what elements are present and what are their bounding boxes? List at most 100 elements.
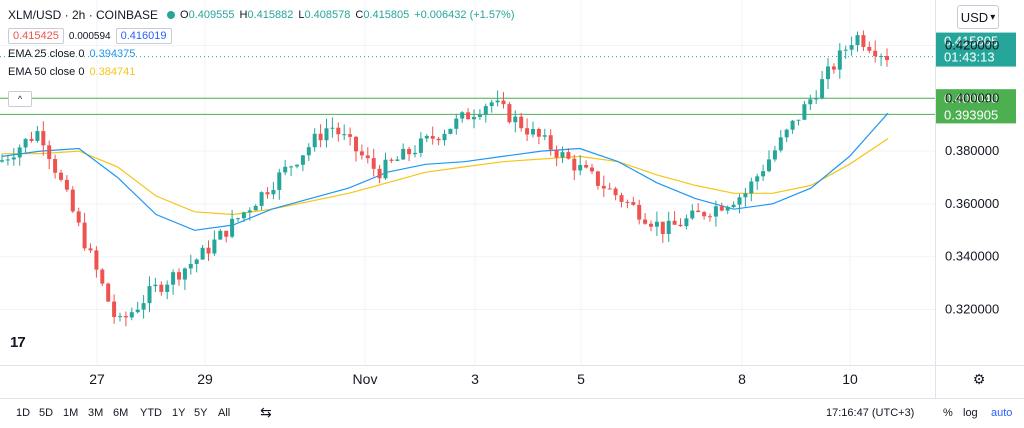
collapse-legend-button[interactable]: ^: [8, 91, 32, 107]
bottom-toolbar: 1D 5D 1M 3M 6M YTD 1Y 5Y All ⇆ 17:16:47 (UTC+3) …: [0, 398, 1024, 428]
candle-body: [489, 102, 494, 107]
range-button-3m[interactable]: 3M: [88, 407, 104, 419]
candle-body: [224, 230, 229, 237]
candle-body: [678, 224, 683, 227]
candle-body: [342, 134, 347, 136]
candle-body: [861, 35, 866, 47]
candle-body: [654, 221, 659, 227]
range-button-5d[interactable]: 5D: [39, 407, 54, 419]
candle-body: [348, 134, 353, 137]
candle-body: [430, 135, 435, 139]
open-label: O: [180, 9, 189, 21]
candle-body: [413, 152, 417, 155]
range-button-1m[interactable]: 1M: [63, 407, 79, 419]
range-button-1y[interactable]: 1Y: [172, 407, 186, 419]
price-axis[interactable]: 0.320000 0.340000 0.360000 0.380000 0.400000…: [0, 0, 1024, 398]
x-tick-label: 10: [842, 371, 858, 387]
range-button-5y[interactable]: 5Y: [194, 407, 208, 419]
candle-body: [247, 210, 252, 213]
hline-price-label: 0.393905: [944, 107, 998, 122]
candle-body: [778, 137, 783, 151]
y-tick-label: 0.400000: [945, 90, 999, 105]
log-toggle[interactable]: log: [963, 407, 978, 419]
candle-body: [64, 179, 69, 190]
candle-body: [188, 263, 193, 269]
candle-body: [566, 152, 571, 159]
candle-body: [295, 164, 299, 167]
candle-body: [324, 128, 329, 141]
candle-body: [802, 104, 807, 120]
settings-icon: ⚙: [973, 372, 986, 388]
ema50-legend[interactable]: EMA 50 close 0 0.384741: [8, 63, 520, 81]
candle-body: [814, 98, 819, 100]
x-tick-label: Nov: [353, 371, 378, 387]
candle-body: [200, 247, 205, 260]
candle-body: [59, 172, 63, 180]
candle-body: [843, 49, 848, 51]
currency-select[interactable]: USD ▾: [957, 5, 999, 29]
percent-toggle[interactable]: %: [943, 407, 953, 419]
candle-body: [637, 204, 642, 220]
range-button-all[interactable]: All: [218, 407, 231, 419]
chevron-down-icon: ▾: [990, 11, 996, 23]
range-button-6m[interactable]: 6M: [113, 407, 129, 419]
candle-body: [395, 159, 400, 161]
candle-body: [259, 192, 264, 206]
candle-body: [531, 128, 535, 135]
candle-body: [578, 165, 583, 171]
candle-body: [808, 99, 813, 105]
candles[interactable]: [0, 30, 889, 327]
buy-price-button[interactable]: 0.416019: [115, 28, 172, 44]
candle-body: [796, 119, 801, 121]
candle-body: [837, 50, 842, 70]
candle-body: [607, 188, 612, 190]
ema25-label[interactable]: EMA 25 close 0: [8, 48, 85, 60]
candle-body: [460, 112, 465, 119]
candle-body: [330, 127, 335, 129]
market-open-dot-icon: [167, 11, 176, 19]
symbol-title[interactable]: XLM/USD · 2h · COINBASE: [8, 8, 159, 22]
candle-body: [123, 316, 128, 318]
tradingview-logo-icon[interactable]: 17: [10, 334, 26, 351]
candle-body: [507, 104, 512, 123]
candle-body: [731, 204, 736, 207]
hline-price-label: 0.400040: [944, 91, 998, 106]
candle-body: [684, 218, 689, 227]
ema50-label[interactable]: EMA 50 close 0: [8, 66, 85, 78]
y-tick-label: 0.320000: [945, 302, 999, 317]
candle-body: [365, 155, 370, 159]
candle-body: [336, 127, 341, 135]
range-button-1d[interactable]: 1D: [16, 407, 31, 419]
candle-body: [666, 220, 671, 234]
ema25-legend[interactable]: EMA 25 close 0 0.394375: [8, 45, 520, 63]
range-button-ytd[interactable]: YTD: [140, 407, 162, 419]
low-value: 0.408578: [304, 9, 351, 21]
candle-body: [354, 136, 358, 152]
candle-body: [171, 272, 176, 285]
bid-ask-row: 0.415425 0.000594 0.416019: [8, 27, 520, 45]
candle-body: [76, 211, 81, 223]
candle-body: [743, 193, 748, 198]
candle-body: [271, 189, 276, 195]
candle-body: [619, 195, 624, 202]
compare-icon[interactable]: ⇆: [260, 404, 272, 420]
candle-body: [572, 158, 577, 171]
time-axis[interactable]: 27 29 Nov 3 5 8 10 ⚙: [89, 371, 985, 388]
y-tick-label: 0.340000: [945, 249, 999, 264]
candle-body: [118, 316, 122, 318]
sell-price-button[interactable]: 0.415425: [8, 28, 64, 44]
candle-body: [542, 135, 547, 137]
close-label: C: [355, 9, 364, 21]
candle-body: [466, 112, 471, 120]
candle-body: [660, 221, 665, 234]
clock-time[interactable]: 17:16:47 (UTC+3): [826, 407, 915, 419]
auto-toggle[interactable]: auto: [991, 407, 1013, 419]
candle-body: [495, 100, 500, 103]
candle-body: [389, 159, 394, 161]
y-tick-label: 0.360000: [945, 196, 999, 211]
candle-body: [590, 167, 594, 172]
candle-body: [454, 118, 459, 129]
